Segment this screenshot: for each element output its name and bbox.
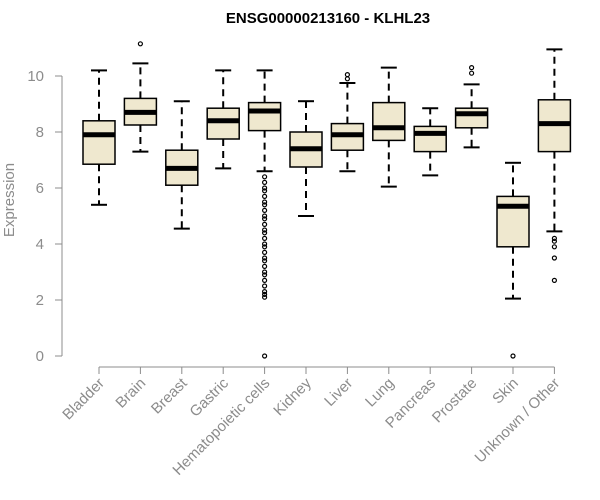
outlier-point — [262, 235, 268, 241]
iqr-box — [247, 101, 282, 132]
outlier-point — [262, 269, 268, 275]
box-liver — [330, 71, 365, 173]
box-prostate — [454, 64, 489, 149]
x-tick-label: Kidney — [270, 374, 315, 419]
box-hematopoietic-cells — [247, 69, 282, 359]
x-tick-label: Liver — [321, 375, 356, 410]
outlier-point — [262, 277, 268, 283]
iqr-box — [82, 120, 116, 165]
outlier-point — [344, 76, 350, 82]
outlier-point — [262, 283, 268, 289]
box-unknown-other — [537, 48, 572, 283]
box-pancreas — [413, 107, 447, 177]
x-tick-label: Brain — [112, 375, 149, 412]
iqr-box — [454, 107, 489, 129]
outlier-point — [262, 227, 268, 233]
outlier-point — [262, 207, 268, 213]
outlier-point — [262, 258, 268, 264]
x-tick-label: Bladder — [59, 375, 108, 424]
outlier-point — [551, 238, 558, 244]
iqr-box — [372, 101, 406, 142]
box-gastric — [206, 69, 240, 170]
x-tick-label: Skin — [489, 375, 522, 408]
x-tick-label: Breast — [148, 374, 191, 417]
box-breast — [165, 100, 199, 230]
outlier-point — [137, 41, 143, 47]
box-skin — [496, 161, 530, 359]
outlier-point — [262, 179, 268, 185]
outlier-point — [510, 353, 516, 359]
box-lung — [372, 66, 406, 188]
outlier-point — [551, 244, 558, 250]
x-tick-label: Prostate — [429, 375, 481, 427]
y-axis: 0 2 4 6 8 10 — [27, 68, 63, 365]
outlier-point — [262, 294, 268, 300]
outlier-point — [262, 188, 268, 194]
outlier-point — [262, 289, 268, 295]
outlier-point — [262, 272, 268, 278]
outlier-point — [262, 353, 268, 359]
box-brain — [123, 41, 158, 153]
outlier-point — [262, 185, 268, 191]
box-series — [82, 41, 572, 359]
outlier-point — [262, 202, 268, 208]
iqr-box — [206, 107, 240, 140]
outlier-point — [262, 216, 268, 222]
outlier-point — [469, 64, 475, 71]
outlier-point — [344, 71, 350, 78]
y-tick-label: 10 — [27, 68, 44, 85]
outlier-point — [469, 70, 475, 76]
y-tick-label: 8 — [36, 124, 44, 141]
outlier-point — [262, 193, 268, 199]
y-tick-label: 2 — [36, 292, 44, 309]
outlier-point — [262, 174, 268, 180]
iqr-box — [413, 125, 447, 153]
outlier-point — [262, 213, 268, 219]
outlier-point — [262, 263, 268, 269]
outlier-point — [262, 255, 268, 261]
box-bladder — [82, 69, 116, 206]
outlier-point — [262, 199, 268, 205]
outlier-point — [551, 277, 558, 283]
y-tick-label: 4 — [36, 236, 44, 253]
box-kidney — [289, 100, 323, 217]
chart-title: ENSG00000213160 - KLHL23 — [226, 10, 430, 27]
outlier-point — [262, 291, 268, 297]
y-axis-label: Expression — [1, 163, 18, 237]
outlier-point — [262, 241, 268, 247]
outlier-point — [262, 230, 268, 236]
outlier-point — [262, 249, 268, 255]
x-tick-label: Lung — [362, 375, 398, 411]
y-tick-label: 6 — [36, 180, 44, 197]
outlier-point — [262, 221, 268, 227]
outlier-point — [262, 244, 268, 250]
outlier-point — [551, 235, 558, 241]
outlier-point — [551, 255, 558, 261]
y-tick-label: 0 — [36, 348, 44, 365]
